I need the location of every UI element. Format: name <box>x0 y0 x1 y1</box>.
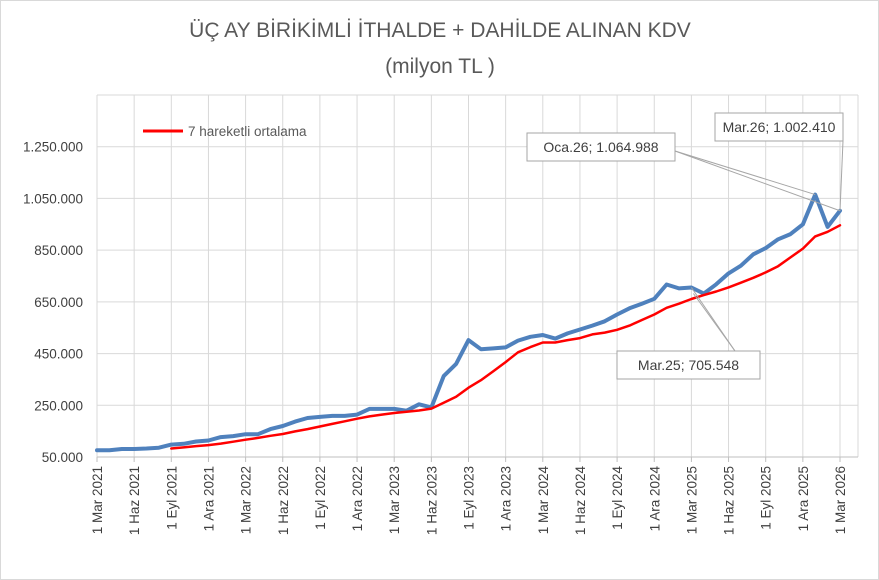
x-tick-label: 1 Mar 2026 <box>833 466 848 534</box>
x-tick-label: 1 Haz 2024 <box>573 466 588 536</box>
kdv-series-line <box>95 192 842 453</box>
x-tick-label: 1 Haz 2021 <box>127 466 142 535</box>
x-tick-label: 1 Mar 2024 <box>536 466 551 535</box>
x-tick-label: 1 Mar 2025 <box>684 466 699 534</box>
y-tick-label: 50.000 <box>42 450 83 465</box>
legend-label-moving-average: 7 hareketli ortalama <box>188 124 307 139</box>
x-tick-label: 1 Haz 2022 <box>276 466 291 535</box>
y-tick-label: 850.000 <box>34 243 83 258</box>
x-tick-label: 1 Eyl 2024 <box>610 466 625 530</box>
callout-label: Oca.26; 1.064.988 <box>543 139 658 155</box>
x-tick-label: 1 Eyl 2022 <box>313 466 328 530</box>
x-tick-label: 1 Eyl 2023 <box>462 466 477 530</box>
series-layer <box>95 192 842 453</box>
y-tick-label: 1.050.000 <box>23 191 83 206</box>
x-tick-label: 1 Eyl 2025 <box>759 466 774 530</box>
callout-leader <box>692 293 736 352</box>
x-tick-label: 1 Ara 2021 <box>201 466 216 531</box>
callout-leader <box>839 140 844 211</box>
legend: 7 hareketli ortalama <box>143 124 307 139</box>
callout-box <box>616 350 761 380</box>
callout-box <box>714 112 844 142</box>
moving-average-line <box>170 224 842 450</box>
x-axis-ticks: 1 Mar 2021 1 Haz 2021 1 Eyl 2021 1 Ara 2021… <box>90 457 848 535</box>
callout-label: Mar.26; 1.002.410 <box>723 119 836 135</box>
x-tick-label: 1 Ara 2022 <box>350 466 365 531</box>
x-tick-label: 1 Haz 2025 <box>722 466 737 535</box>
x-tick-label: 1 Eyl 2021 <box>164 466 179 530</box>
y-tick-label: 1.250.000 <box>23 140 83 155</box>
x-tick-label: 1 Ara 2023 <box>499 466 514 531</box>
callout-layer: Mar.26; 1.002.410 Oca.26; 1.064.988 Mar.25… <box>526 112 844 380</box>
x-tick-label: 1 Mar 2021 <box>90 466 105 534</box>
x-tick-label: 1 Mar 2023 <box>387 466 402 534</box>
callout-leader <box>674 150 841 212</box>
callout-box <box>526 132 676 162</box>
callout-label: Mar.25; 705.548 <box>638 357 739 373</box>
y-axis-ticks: 50.000 250.000 450.000 650.000 850.000 1.050.… <box>23 140 83 465</box>
chart-subtitle: (milyon TL ) <box>385 55 495 78</box>
y-tick-label: 650.000 <box>34 295 83 310</box>
x-tick-label: 1 Haz 2023 <box>424 466 439 535</box>
x-tick-label: 1 Mar 2022 <box>239 466 254 534</box>
x-tick-label: 1 Ara 2024 <box>647 466 662 532</box>
x-tick-label: 1 Ara 2025 <box>796 466 811 531</box>
y-tick-label: 450.000 <box>34 347 83 362</box>
callout-leader <box>674 150 816 196</box>
y-tick-label: 250.000 <box>34 398 83 413</box>
chart-title: ÜÇ AY BİRİKİMLİ İTHALDE + DAHİLDE ALINAN… <box>189 19 691 42</box>
